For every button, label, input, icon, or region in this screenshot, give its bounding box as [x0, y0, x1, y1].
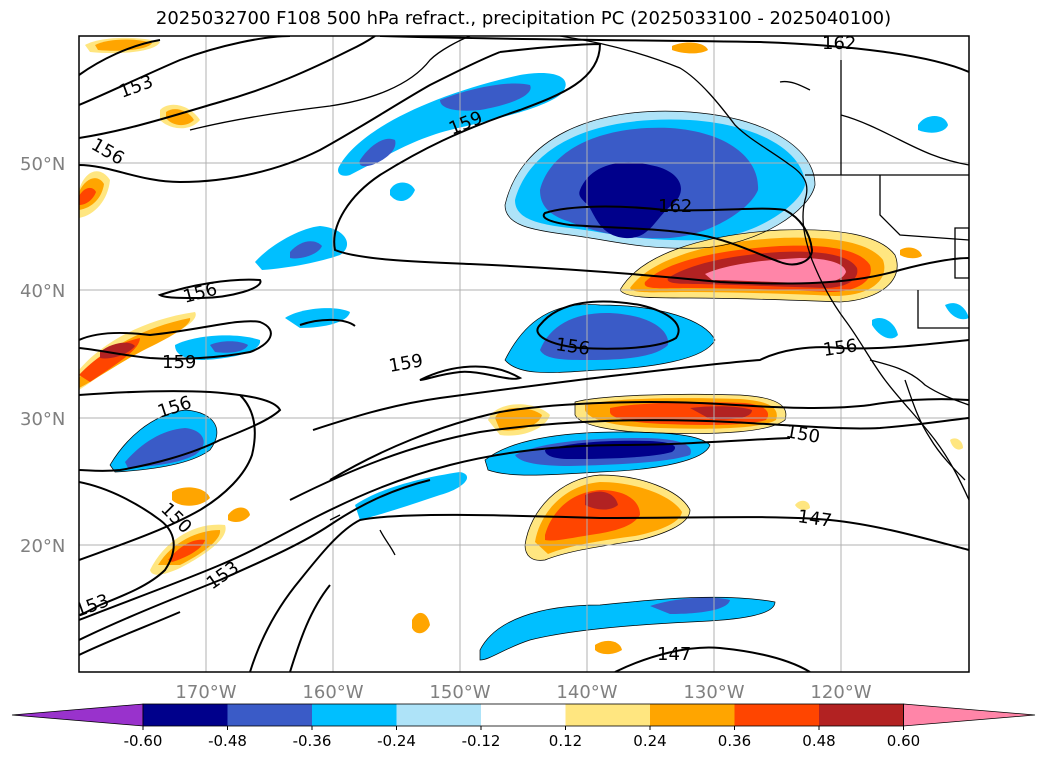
anomaly-blob	[760, 200, 778, 214]
contour-label: 162	[822, 33, 856, 54]
colorbar-segment	[819, 704, 904, 726]
contour-label: 159	[162, 352, 196, 373]
anomaly-blob	[705, 258, 846, 284]
colorbar-tick-label: -0.24	[377, 732, 416, 750]
anomaly-blob	[228, 507, 250, 523]
anomaly-outlines	[109, 110, 898, 661]
anomaly-blob	[650, 597, 730, 614]
colorbar-extend-high	[903, 703, 1036, 727]
colorbar-extend-low	[11, 703, 144, 727]
colorbar: -0.60 -0.48 -0.36 -0.24 -0.12 0.12 0.24 0.36 0.4…	[11, 703, 1036, 750]
colorbar-segment	[227, 704, 313, 726]
anomaly-blob	[285, 308, 350, 328]
anomaly-blob	[900, 247, 922, 259]
lat-label-20n: 20°N	[20, 536, 65, 557]
colorbar-segment	[650, 704, 735, 726]
colorbar-segment	[396, 704, 482, 726]
colorbar-tick-label: -0.60	[124, 732, 163, 750]
lon-label-170w: 170°W	[175, 682, 236, 703]
anomaly-blob	[210, 341, 248, 353]
anomaly-blob	[440, 83, 531, 111]
colorbar-tick-label: -0.48	[208, 732, 247, 750]
anomaly-blob	[166, 109, 194, 126]
anomaly-blob	[172, 487, 210, 506]
contour-label: 147	[796, 506, 833, 532]
anomaly-blob	[79, 187, 96, 205]
anomaly-blob	[795, 500, 810, 511]
anomaly-blob	[480, 597, 775, 660]
anomaly-blob	[872, 317, 898, 339]
colorbar-segment	[565, 704, 651, 726]
anomaly-blob	[945, 303, 969, 320]
colorbar-tick-label: -0.36	[293, 732, 332, 750]
colorbar-tick-label: 0.48	[802, 732, 835, 750]
map-panel: 162 153 156 159 162 156 159 156 159 156 …	[79, 33, 969, 672]
axis-labels: 50°N 40°N 30°N 20°N 170°W 160°W 150°W 14…	[20, 154, 872, 703]
contour-label: 162	[658, 196, 692, 217]
colorbar-segment	[481, 704, 566, 726]
lat-label-50n: 50°N	[20, 154, 65, 175]
colorbar-tick-label: 0.60	[887, 732, 920, 750]
anomaly-blob	[390, 182, 415, 202]
anomaly-blob	[359, 138, 396, 167]
colorbar-segment	[734, 704, 820, 726]
map-frame	[78, 35, 970, 673]
anomaly-blob	[950, 438, 963, 450]
coastlines	[189, 36, 969, 556]
anomaly-blob	[918, 116, 948, 133]
lat-label-30n: 30°N	[20, 409, 65, 430]
contour-labels: 162 153 156 159 162 156 159 156 159 156 …	[79, 33, 859, 665]
contour-label: 156	[822, 335, 859, 361]
lat-label-40n: 40°N	[20, 281, 65, 302]
lon-label-140w: 140°W	[556, 682, 617, 703]
lon-label-150w: 150°W	[429, 682, 490, 703]
anomaly-blob	[595, 640, 622, 655]
anomaly-blob	[125, 428, 204, 468]
map-title: 2025032700 F108 500 hPa refract., precip…	[155, 8, 892, 29]
lon-label-160w: 160°W	[302, 682, 363, 703]
anomaly-blob	[95, 39, 152, 51]
contours	[79, 36, 969, 672]
anomaly-blob	[100, 342, 135, 359]
anomaly-blob	[412, 612, 430, 634]
colorbar-tick-label: 0.36	[718, 732, 751, 750]
anomaly-blob	[690, 406, 752, 420]
colorbar-frame	[142, 703, 904, 727]
anomaly-blob	[585, 491, 618, 510]
anomaly-blob	[579, 162, 681, 239]
colorbar-tick-label: 0.24	[633, 732, 666, 750]
colorbar-segment	[143, 704, 228, 726]
anomaly-blob	[290, 241, 322, 259]
colorbar-tick-label: -0.12	[462, 732, 501, 750]
colorbar-segment	[312, 704, 397, 726]
anomaly-blob	[355, 472, 468, 520]
lon-label-130w: 130°W	[683, 682, 744, 703]
positive-anomaly-areas	[79, 37, 963, 655]
lon-label-120w: 120°W	[810, 682, 871, 703]
colorbar-tick-label: 0.12	[549, 732, 582, 750]
gridlines	[79, 36, 969, 672]
contour-label: 156	[554, 334, 591, 360]
anomaly-blob	[672, 42, 708, 54]
contour-label: 147	[657, 644, 691, 665]
